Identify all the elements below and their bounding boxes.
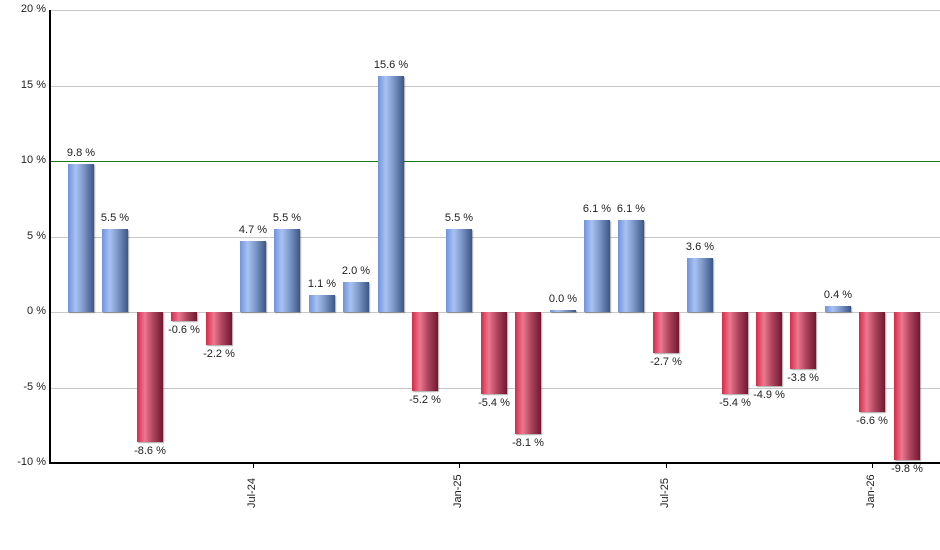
bar-value-label: -9.8 % [891,463,923,475]
x-tick [666,463,667,468]
bar-value-label: -2.7 % [650,356,682,368]
x-axis [49,462,940,464]
bar-dec-25 [825,306,851,312]
gridline [50,86,940,87]
bar-value-label: 6.1 % [616,203,646,215]
y-tick-label: 10 % [20,154,46,166]
bar-value-label: 6.1 % [582,203,612,215]
y-tick-label: 5 % [27,230,46,242]
x-tick-label: Jul-25 [659,478,671,508]
x-tick-label: Jul-24 [246,478,258,508]
bar-value-label: 2.0 % [341,265,371,277]
bar-value-label: 15.6 % [373,59,409,71]
bar-value-label: -0.6 % [168,324,200,336]
x-tick-label: Jan-25 [452,474,464,508]
bar-value-label: -5.2 % [409,394,441,406]
bar-value-label: 0.4 % [823,289,853,301]
bar-feb-26 [894,312,920,460]
bar-dec-24 [412,312,438,391]
bar-sep-24 [309,295,335,312]
bar-oct-24 [343,282,369,312]
bar-value-label: -6.6 % [856,415,888,427]
y-axis [49,10,51,464]
bar-value-label: 4.7 % [238,224,268,236]
bar-jan-26 [859,312,885,412]
bar-value-label: -5.4 % [719,397,751,409]
y-tick-label: -10 % [17,456,46,468]
bar-may-25 [584,220,610,312]
bar-aug-24 [274,229,300,312]
bar-apr-24 [137,312,163,442]
bar-value-label: 9.8 % [66,147,96,159]
bar-value-label: -2.2 % [203,348,235,360]
bar-nov-25 [790,312,816,369]
reference-line-10pct [50,161,940,162]
bar-jul-24 [240,241,266,312]
x-tick-label: Jan-26 [865,474,877,508]
bar-value-label: 5.5 % [100,212,130,224]
x-tick [253,463,254,468]
bar-aug-25 [687,258,713,312]
bar-jul-25 [653,312,679,353]
bar-value-label: 0.0 % [548,293,578,305]
bar-apr-25 [550,310,576,312]
x-tick [872,463,873,468]
gridline [50,10,940,11]
y-tick-label: 20 % [20,3,46,15]
bar-sep-25 [722,312,748,394]
bar-feb-25 [481,312,507,394]
bar-value-label: 5.5 % [272,212,302,224]
gridline [50,237,940,238]
bar-oct-25 [756,312,782,386]
bar-jun-24 [206,312,232,345]
bar-value-label: -8.1 % [512,437,544,449]
bar-value-label: -4.9 % [753,389,785,401]
y-tick-label: -5 % [23,381,46,393]
bar-mar-24 [102,229,128,312]
bar-value-label: 1.1 % [307,278,337,290]
y-tick-label: 0 % [27,305,46,317]
bar-value-label: -5.4 % [478,397,510,409]
bar-nov-24 [378,76,404,312]
bar-value-label: 3.6 % [685,241,715,253]
bar-may-24 [171,312,197,321]
bar-value-label: -3.8 % [787,372,819,384]
y-tick-label: 15 % [20,79,46,91]
bar-jun-25 [618,220,644,312]
bar-value-label: 5.5 % [444,212,474,224]
bar-mar-25 [515,312,541,434]
bar-jan-25 [446,229,472,312]
x-tick [459,463,460,468]
bar-value-label: -8.6 % [134,445,166,457]
bar-feb-24 [68,164,94,312]
